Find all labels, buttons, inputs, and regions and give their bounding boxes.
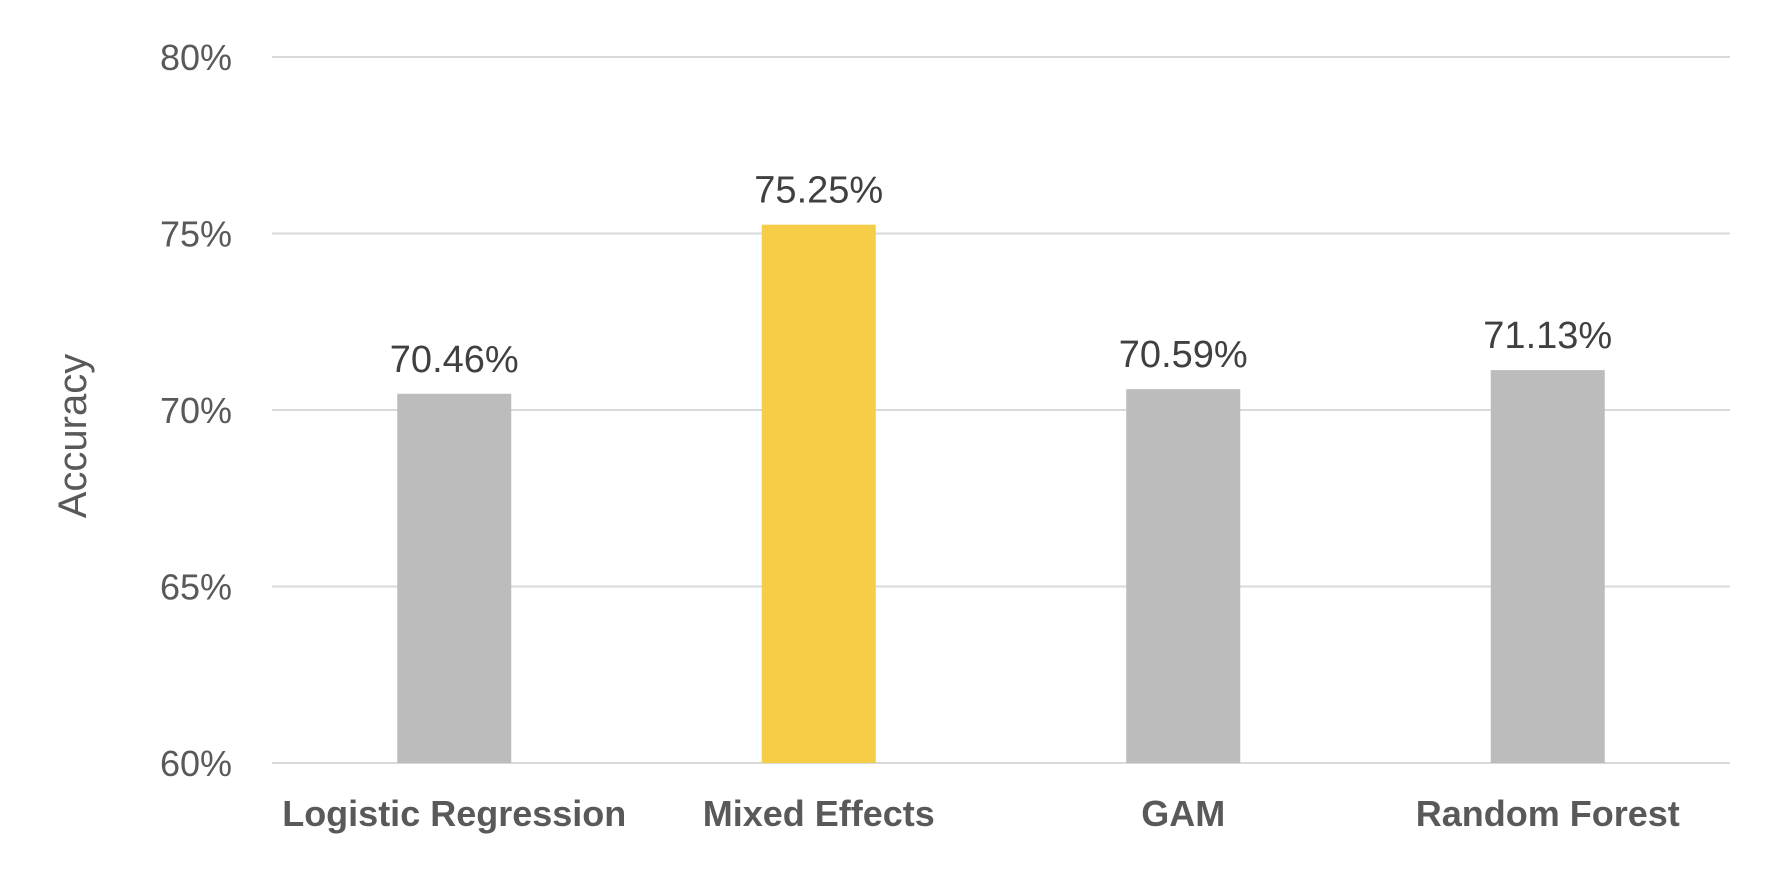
y-tick-label: 60% [160, 743, 232, 784]
x-category-label: GAM [1141, 793, 1225, 834]
y-axis-title: Accuracy [51, 354, 95, 519]
y-axis-ticks: 60% 65% 70% 75% 80% [160, 37, 232, 784]
bar-gam [1126, 389, 1241, 763]
bar-logistic-regression [397, 393, 512, 763]
data-label: 70.46% [390, 339, 519, 381]
data-label: 75.25% [754, 170, 883, 212]
y-tick-label: 70% [160, 390, 232, 431]
x-category-label: Mixed Effects [703, 793, 935, 834]
y-tick-label: 75% [160, 214, 232, 255]
bar-random-forest [1490, 370, 1605, 763]
data-labels: 70.46% 75.25% 70.59% 71.13% [390, 170, 1612, 381]
x-axis-categories: Logistic Regression Mixed Effects GAM Rando… [282, 793, 1680, 834]
x-category-label: Logistic Regression [282, 793, 626, 834]
x-category-label: Random Forest [1416, 793, 1680, 834]
data-label: 71.13% [1483, 315, 1612, 357]
bar-mixed-effects [761, 224, 876, 764]
y-tick-label: 65% [160, 567, 232, 608]
bars [397, 224, 1605, 764]
data-label: 70.59% [1119, 334, 1248, 376]
y-tick-label: 80% [160, 37, 232, 78]
gridlines [272, 56, 1730, 764]
